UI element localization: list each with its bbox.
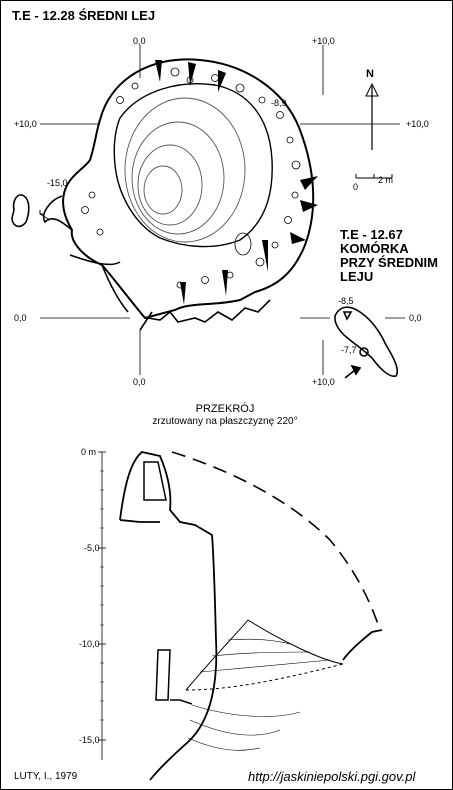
depth-main-left: -15,0	[47, 178, 68, 188]
author-credit: LUTY, I., 1979	[14, 771, 78, 782]
scale-zero: 0	[353, 182, 359, 192]
wall-hachures	[155, 60, 318, 305]
section-title: PRZEKRÓJ	[195, 403, 255, 415]
depth-cell-top: -8,5	[338, 296, 354, 306]
west-entrance-arrow	[39, 210, 51, 221]
plan-map	[11, 45, 405, 379]
depth-contours	[124, 97, 246, 243]
depth-main-top: -8,9	[271, 98, 287, 108]
depth-tick-10: -10,0	[79, 639, 100, 649]
map-title: T.E - 12.28 ŚREDNI LEJ	[12, 8, 156, 23]
cell-title-line-1: T.E - 12.67	[340, 227, 403, 242]
coord-bottom-right: +10,0	[312, 377, 335, 387]
coord-top-right: +10,0	[312, 36, 335, 46]
depth-tick-5: -5,0	[84, 543, 100, 553]
north-arrow	[365, 82, 379, 150]
coord-left-top: +10,0	[14, 119, 37, 129]
section-subtitle: zrzutowany na płaszczyznę 220°	[152, 416, 298, 427]
cell-title-line-3: PRZY ŚREDNIM	[340, 255, 438, 270]
coord-top-left: 0,0	[133, 36, 146, 46]
coord-right-top: +10,0	[406, 119, 429, 129]
depth-tick-0: 0 m	[81, 447, 97, 457]
north-label: N	[366, 68, 374, 80]
grid-lines	[40, 45, 405, 375]
cell-title-line-2: KOMÓRKA	[340, 241, 409, 256]
scale-bar	[355, 174, 393, 179]
depth-tick-15: -15,0	[79, 735, 100, 745]
coord-right-bottom: 0,0	[409, 313, 422, 323]
source-url: http://jaskiniepolski.pgi.gov.pl	[248, 769, 416, 784]
cell-title-line-4: LEJU	[340, 269, 374, 284]
cell-entrance-arrow	[344, 364, 362, 379]
scale-value: 2 m	[378, 175, 394, 185]
west-passage	[43, 195, 129, 313]
coord-left-bottom: 0,0	[14, 313, 27, 323]
main-sinkhole	[62, 58, 315, 320]
west-block	[11, 194, 30, 228]
southern-rim	[139, 299, 271, 331]
cell-title: T.E - 12.67 KOMÓRKA PRZY ŚREDNIM LEJU	[340, 228, 438, 284]
depth-cell-bottom: -7,7	[341, 345, 357, 355]
coord-bottom-left: 0,0	[133, 377, 146, 387]
small-cell	[334, 306, 399, 377]
